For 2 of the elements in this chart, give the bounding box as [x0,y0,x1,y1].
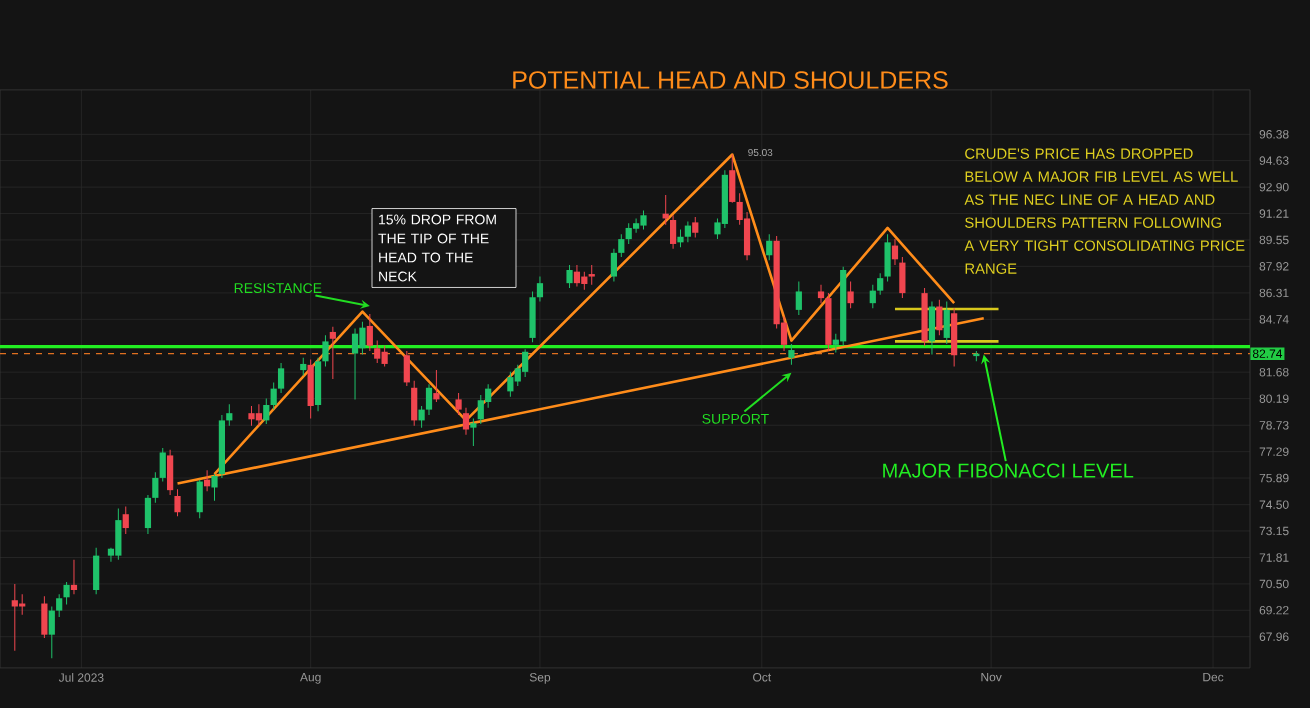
annotation: MAJOR FIBONACCI LEVEL [883,463,1134,478]
chart-title: POTENTIAL HEAD AND SHOULDERS [513,71,948,89]
